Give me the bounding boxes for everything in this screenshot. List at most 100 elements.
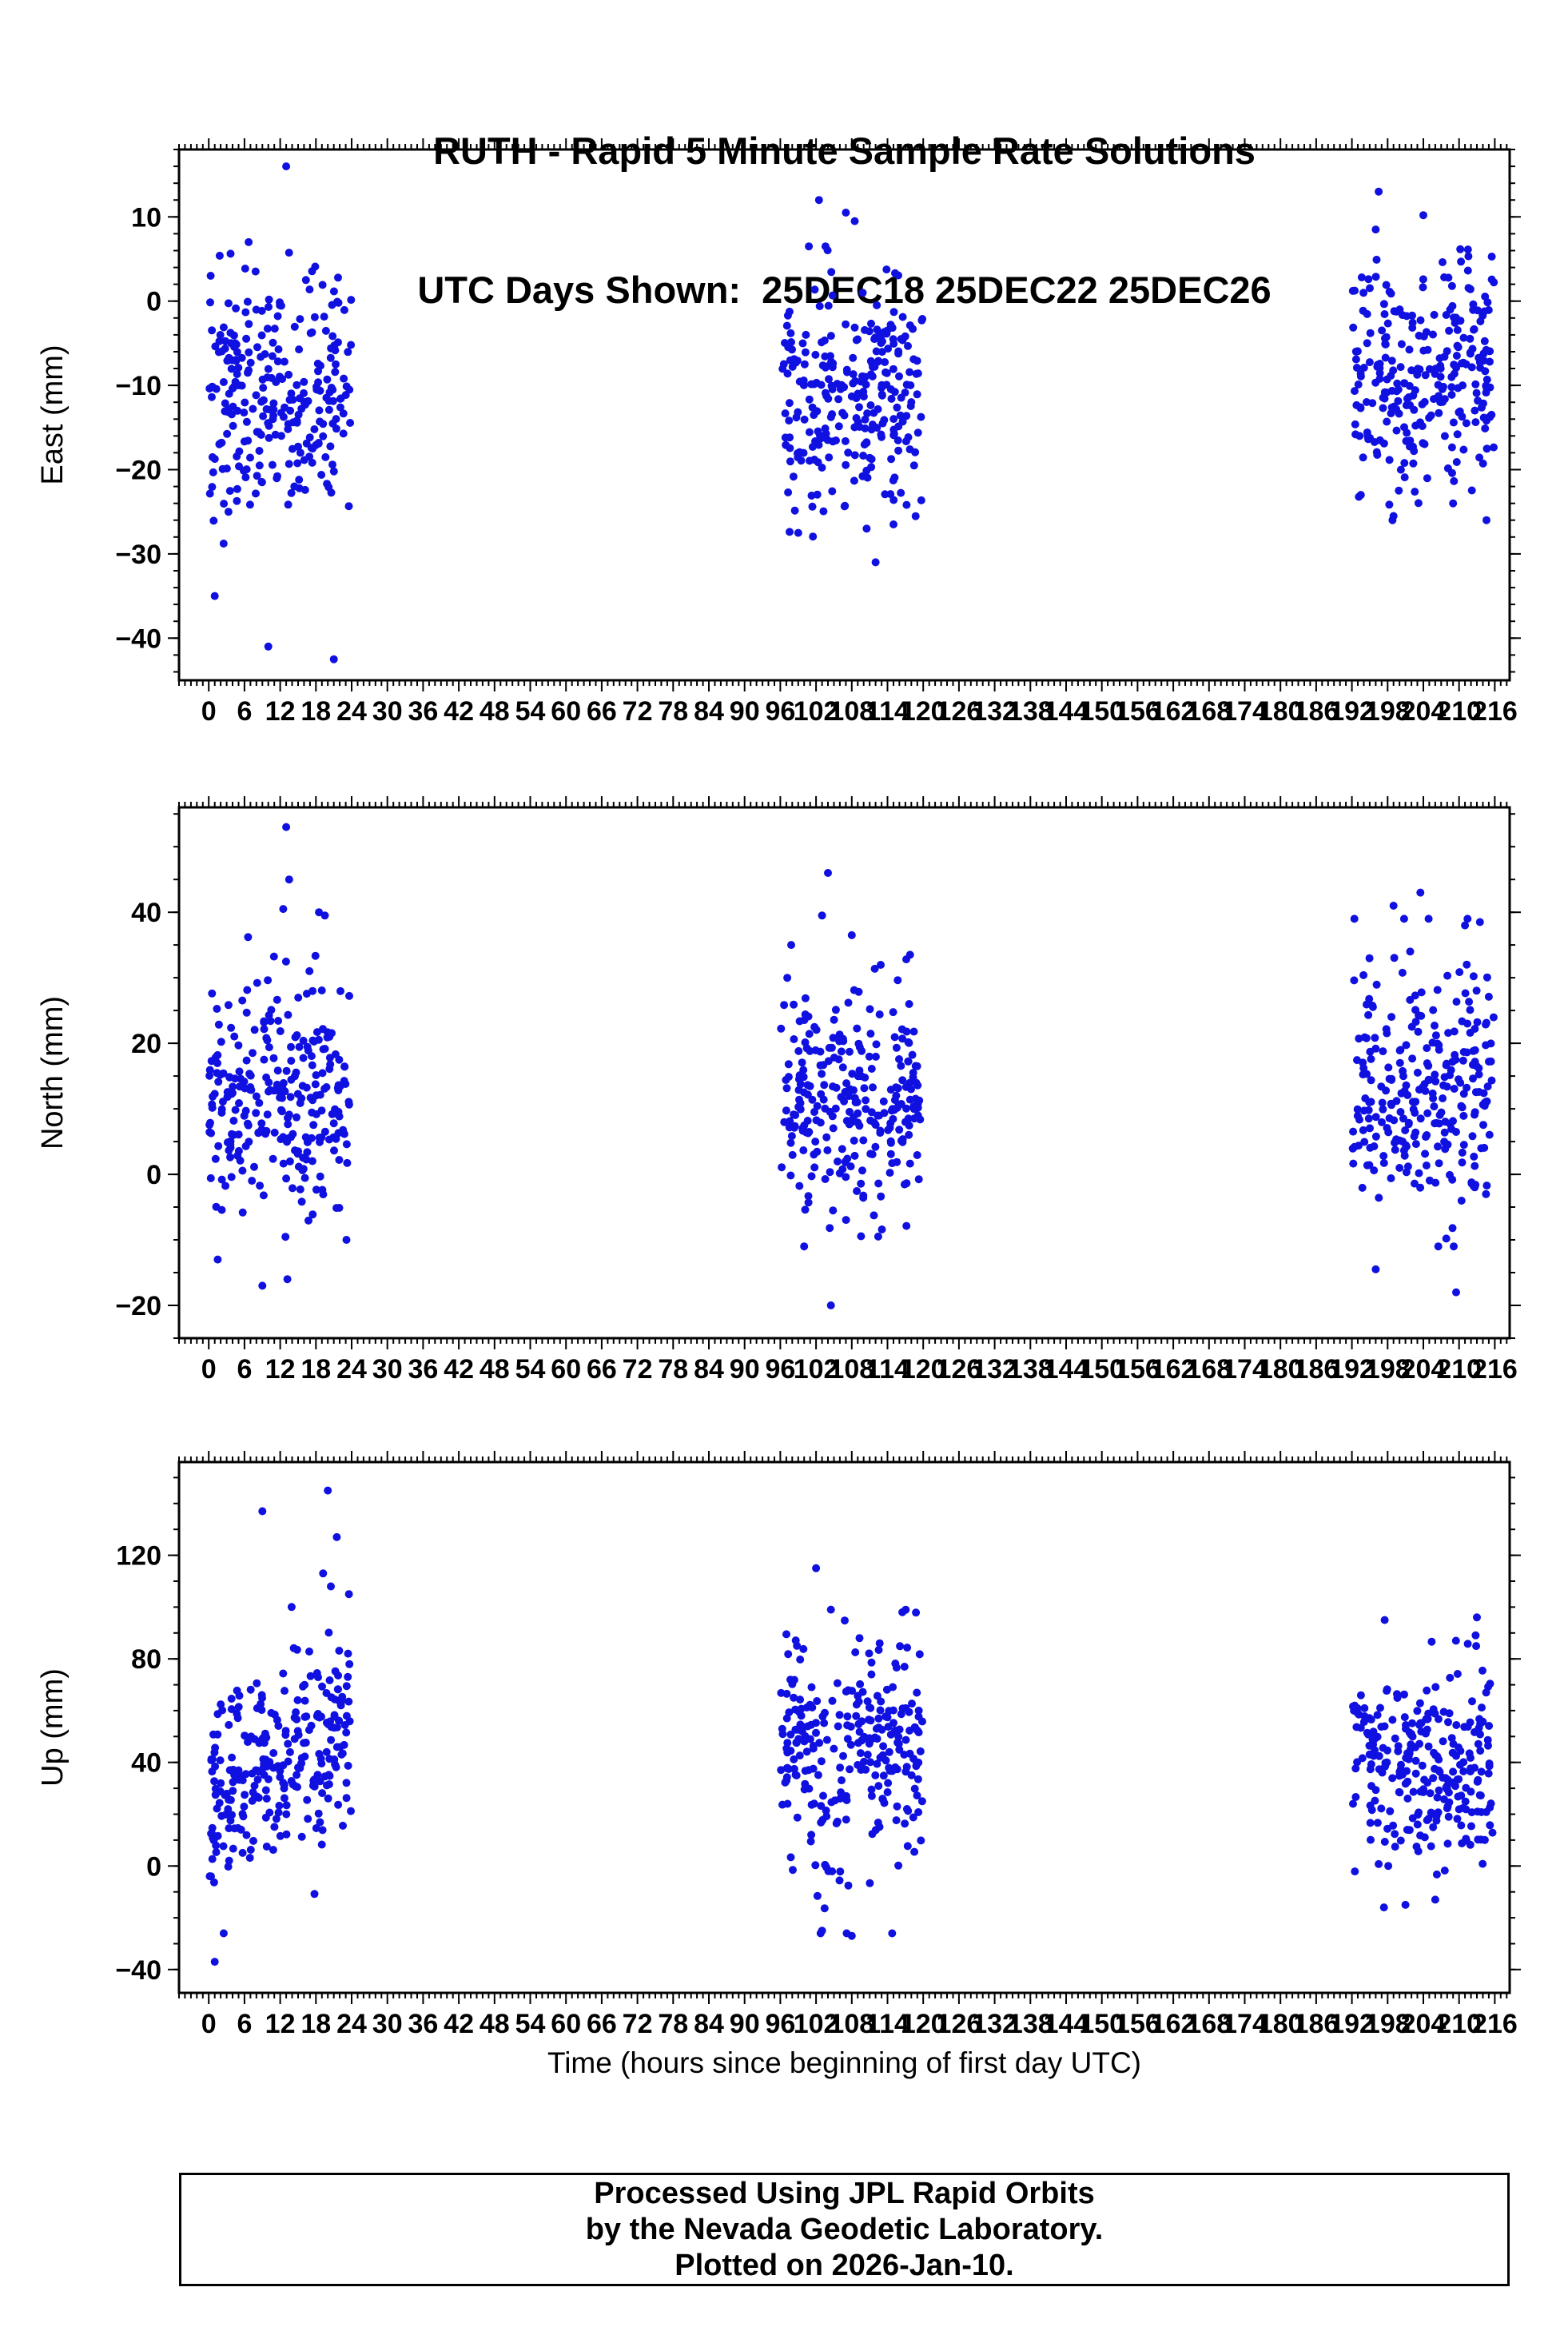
svg-text:24: 24 — [336, 1354, 367, 1385]
svg-text:54: 54 — [515, 696, 546, 727]
north-y-axis-label: North (mm) — [36, 996, 70, 1150]
svg-text:30: 30 — [372, 1354, 403, 1385]
svg-text:186: 186 — [1294, 2009, 1339, 2039]
svg-text:114: 114 — [866, 1354, 909, 1385]
svg-text:0: 0 — [201, 696, 217, 727]
svg-text:138: 138 — [1008, 1354, 1053, 1385]
svg-text:0: 0 — [146, 287, 161, 317]
svg-text:48: 48 — [480, 1354, 510, 1385]
svg-text:66: 66 — [587, 1354, 617, 1385]
svg-text:108: 108 — [829, 2009, 874, 2039]
svg-text:204: 204 — [1401, 2009, 1447, 2039]
east-frame — [177, 148, 1511, 682]
svg-text:186: 186 — [1294, 1354, 1339, 1385]
svg-text:40: 40 — [131, 1748, 161, 1779]
svg-text:0: 0 — [201, 1354, 217, 1385]
svg-text:78: 78 — [658, 696, 688, 727]
svg-text:6: 6 — [237, 696, 252, 727]
north-data-points — [205, 823, 1498, 1309]
svg-text:78: 78 — [658, 2009, 688, 2039]
svg-text:−20: −20 — [115, 1291, 161, 1321]
east-x-tick-labels: 0 6 12 18 24 30 36 42 48 54 60 66 72 78 84 90 9610210811… — [201, 696, 1518, 727]
svg-text:102: 102 — [794, 2009, 839, 2039]
svg-text:198: 198 — [1365, 2009, 1411, 2039]
svg-text:150: 150 — [1079, 1354, 1124, 1385]
up-panel: 0 6 12 18 24 30 36 42 48 54 60 66 72 78 84 90 9610210811… — [36, 1451, 1521, 2039]
footer-line2: by the Nevada Geodetic Laboratory. — [585, 2212, 1104, 2246]
svg-text:156: 156 — [1115, 696, 1160, 727]
svg-text:126: 126 — [937, 1354, 982, 1385]
svg-text:216: 216 — [1472, 696, 1518, 727]
svg-text:186: 186 — [1294, 696, 1339, 727]
up-frame — [177, 1460, 1511, 1994]
svg-text:144: 144 — [1044, 2009, 1089, 2039]
svg-text:12: 12 — [265, 1354, 296, 1385]
north-frame — [177, 806, 1511, 1340]
svg-text:168: 168 — [1186, 696, 1232, 727]
north-panel: 0 6 12 18 24 30 36 42 48 54 60 66 72 78 84 90 9610210811… — [36, 796, 1521, 1385]
x-axis-label: Time (hours since beginning of first day… — [547, 2046, 1142, 2079]
svg-text:66: 66 — [587, 696, 617, 727]
svg-text:192: 192 — [1329, 1354, 1375, 1385]
svg-text:108: 108 — [829, 1354, 874, 1385]
svg-text:144: 144 — [1044, 1354, 1089, 1385]
svg-text:120: 120 — [901, 1354, 946, 1385]
svg-text:174: 174 — [1222, 2009, 1268, 2039]
svg-text:36: 36 — [408, 696, 438, 727]
svg-text:192: 192 — [1329, 696, 1375, 727]
svg-text:168: 168 — [1186, 2009, 1232, 2039]
svg-text:78: 78 — [658, 1354, 688, 1385]
svg-text:−30: −30 — [115, 540, 161, 570]
svg-text:96: 96 — [765, 2009, 795, 2039]
svg-text:90: 90 — [730, 2009, 760, 2039]
svg-text:198: 198 — [1365, 696, 1411, 727]
svg-text:−20: −20 — [115, 456, 161, 486]
svg-text:144: 144 — [1044, 696, 1089, 727]
svg-text:18: 18 — [300, 696, 331, 727]
svg-text:168: 168 — [1186, 1354, 1232, 1385]
svg-text:84: 84 — [694, 1354, 724, 1385]
north-axis-ticks — [168, 796, 1521, 1349]
east-y-axis-label: East (mm) — [36, 345, 70, 484]
svg-text:−40: −40 — [115, 1955, 161, 1986]
svg-text:24: 24 — [336, 696, 367, 727]
east-panel: 0 6 12 18 24 30 36 42 48 54 60 66 72 78 84 90 9610210811… — [36, 138, 1521, 727]
east-y-tick-labels: 10 0 −10 −20 −30 −40 — [115, 202, 161, 654]
svg-text:30: 30 — [372, 696, 403, 727]
svg-text:90: 90 — [730, 696, 760, 727]
svg-text:72: 72 — [623, 2009, 653, 2039]
svg-text:−10: −10 — [115, 371, 161, 401]
svg-text:80: 80 — [131, 1644, 161, 1675]
svg-text:72: 72 — [623, 696, 653, 727]
svg-text:120: 120 — [901, 696, 946, 727]
svg-text:−40: −40 — [115, 624, 161, 654]
svg-text:102: 102 — [794, 1354, 839, 1385]
svg-text:120: 120 — [116, 1541, 161, 1572]
svg-text:198: 198 — [1365, 1354, 1411, 1385]
north-y-tick-labels: 40 20 0 −20 — [115, 898, 161, 1321]
footer-line1: Processed Using JPL Rapid Orbits — [594, 2176, 1095, 2210]
svg-text:60: 60 — [551, 2009, 581, 2039]
svg-text:20: 20 — [131, 1029, 161, 1059]
svg-text:18: 18 — [300, 1354, 331, 1385]
svg-text:192: 192 — [1329, 2009, 1375, 2039]
svg-text:6: 6 — [237, 2009, 252, 2039]
svg-text:180: 180 — [1258, 2009, 1303, 2039]
svg-text:180: 180 — [1258, 696, 1303, 727]
svg-text:36: 36 — [408, 1354, 438, 1385]
svg-text:54: 54 — [515, 1354, 546, 1385]
svg-text:0: 0 — [201, 2009, 217, 2039]
svg-text:48: 48 — [480, 2009, 510, 2039]
svg-text:60: 60 — [551, 1354, 581, 1385]
svg-text:102: 102 — [794, 696, 839, 727]
north-x-tick-labels: 0 6 12 18 24 30 36 42 48 54 60 66 72 78 84 90 9610210811… — [201, 1354, 1518, 1385]
svg-text:162: 162 — [1151, 1354, 1196, 1385]
svg-text:60: 60 — [551, 696, 581, 727]
svg-text:6: 6 — [237, 1354, 252, 1385]
svg-text:114: 114 — [866, 2009, 909, 2039]
svg-text:108: 108 — [829, 696, 874, 727]
svg-text:204: 204 — [1401, 696, 1447, 727]
svg-text:40: 40 — [131, 898, 161, 928]
svg-text:132: 132 — [972, 2009, 1017, 2039]
